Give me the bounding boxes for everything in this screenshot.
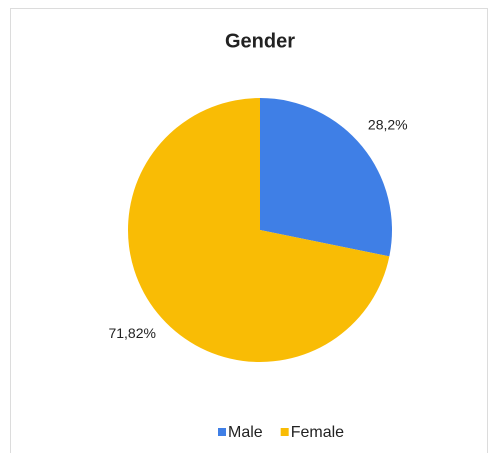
legend-label: Female xyxy=(291,424,344,441)
legend-swatch xyxy=(280,428,289,436)
chart-title: Gender xyxy=(225,30,295,52)
pie-slice xyxy=(260,98,392,257)
legend-swatch xyxy=(218,428,226,436)
data-label: 28,2% xyxy=(368,116,408,132)
pie-slice xyxy=(127,98,390,362)
data-label: 71,82% xyxy=(108,325,155,341)
legend-label: Male xyxy=(228,424,263,441)
